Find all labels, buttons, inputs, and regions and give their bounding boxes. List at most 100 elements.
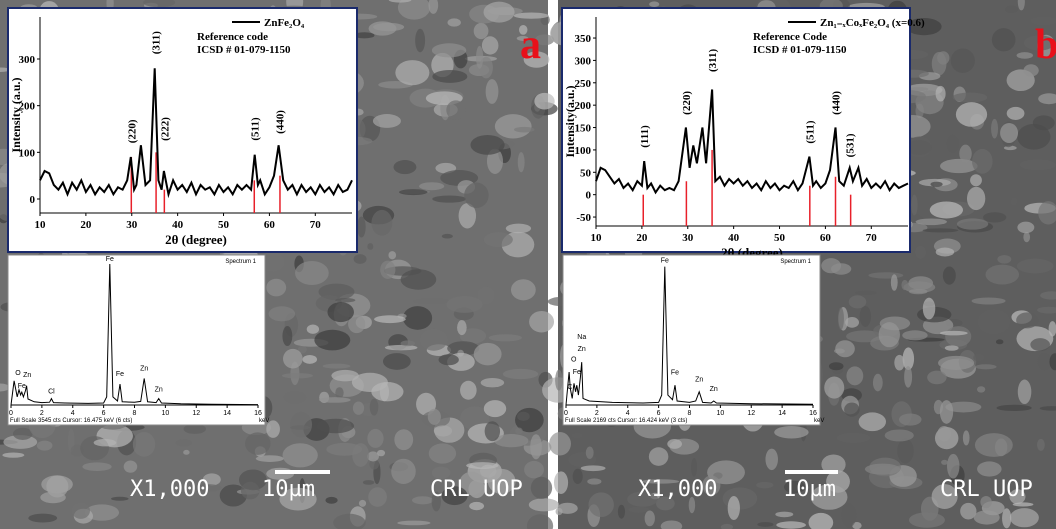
sem-grain xyxy=(931,51,947,76)
sem-grain xyxy=(470,134,505,155)
sem-grain xyxy=(970,174,982,187)
sem-grain xyxy=(977,309,1011,335)
sem-grain xyxy=(358,499,367,507)
sem-grain xyxy=(460,380,477,400)
peak-label: Cl xyxy=(48,389,55,396)
peak-label: Zn xyxy=(710,386,718,393)
sem-grain xyxy=(419,182,445,191)
sem-grain xyxy=(302,354,318,364)
sem-grain xyxy=(572,468,583,484)
sem-grain xyxy=(971,297,1006,305)
sem-grain xyxy=(1049,353,1056,371)
sem-grain xyxy=(282,443,318,468)
sem-grain xyxy=(1040,291,1056,300)
sem-grain xyxy=(776,521,806,529)
sem-grain xyxy=(530,476,553,499)
sem-grain xyxy=(428,443,457,464)
sem-grain xyxy=(372,114,401,128)
sem-grain xyxy=(523,51,550,68)
y-tick-label: 0 xyxy=(586,190,592,202)
peak-label: Fe xyxy=(671,370,679,377)
sem-grain xyxy=(481,36,499,55)
inset-frame xyxy=(7,254,266,426)
sem-grain xyxy=(306,324,320,334)
sem-grain xyxy=(1016,52,1034,59)
peak-label: (220) xyxy=(126,119,138,143)
sem-grain xyxy=(459,328,487,344)
x-tick-label: 40 xyxy=(172,219,184,231)
legend-label: Zn₁₋ₓCoₓFe₂O₄ (x=0.6) xyxy=(820,17,925,29)
x-tick-label: 16 xyxy=(254,410,262,417)
reference-note: ICSD # 01-079-1150 xyxy=(753,44,847,56)
sem-grain xyxy=(183,423,207,434)
sem-grain xyxy=(530,434,542,460)
sem-grain xyxy=(526,514,554,529)
sem-grain xyxy=(143,0,176,8)
sem-grain xyxy=(353,32,375,39)
data-line xyxy=(595,89,909,195)
sem-grain xyxy=(260,251,285,272)
sem-grain xyxy=(371,381,404,402)
sem-grain xyxy=(1016,258,1054,274)
sem-grain xyxy=(368,487,387,507)
sem-grain xyxy=(844,402,860,417)
sem-grain xyxy=(485,79,499,104)
panel-label: b xyxy=(1035,22,1056,68)
peak-label: Zn xyxy=(140,365,148,372)
peak-label: Zn xyxy=(23,372,31,379)
x-tick-label: 10 xyxy=(161,410,169,417)
sem-grain xyxy=(976,386,986,393)
sem-grain xyxy=(908,288,928,295)
sem-grain xyxy=(175,439,193,447)
sem-grain xyxy=(585,446,594,459)
sem-grain xyxy=(464,182,489,209)
sem-grain xyxy=(821,454,846,475)
sem-grain xyxy=(283,391,307,404)
sem-grain xyxy=(902,347,915,371)
sem-grain xyxy=(947,453,960,479)
sem-grain xyxy=(868,272,904,279)
x-tick-label: 50 xyxy=(218,219,230,231)
sem-grain xyxy=(1038,201,1056,225)
scale-label: 10µm xyxy=(783,477,836,502)
sem-grain xyxy=(939,400,954,424)
sem-grain xyxy=(459,471,485,496)
x-tick-label: 10 xyxy=(591,232,603,244)
magnification: X1,000 xyxy=(638,477,717,502)
scale-label: 10µm xyxy=(262,477,315,502)
sem-grain xyxy=(858,412,886,432)
sem-grain xyxy=(1005,5,1019,14)
y-tick-label: 200 xyxy=(575,100,592,112)
inset-frame xyxy=(7,7,358,253)
sem-grain xyxy=(1023,231,1031,243)
sem-grain xyxy=(1023,64,1039,77)
inset-frame xyxy=(561,7,911,253)
peak-label: (440) xyxy=(275,110,287,134)
sem-grain xyxy=(516,35,529,41)
y-tick-label: 250 xyxy=(575,78,592,90)
sem-grain xyxy=(0,383,10,392)
sem-grain xyxy=(648,447,669,466)
sem-grain xyxy=(412,496,434,505)
sem-grain xyxy=(980,495,992,509)
sem-grain xyxy=(431,43,467,58)
data-line xyxy=(565,266,814,406)
sem-grain xyxy=(808,512,834,529)
data-line xyxy=(39,68,353,199)
sem-grain xyxy=(1038,93,1056,105)
sem-grain xyxy=(952,92,988,103)
sem-grain xyxy=(466,462,499,470)
sem-grain xyxy=(515,427,523,435)
sem-grain xyxy=(529,310,555,333)
sem-grain xyxy=(1002,508,1012,529)
sem-grain xyxy=(458,203,477,229)
sem-grain xyxy=(505,223,532,234)
sem-grain xyxy=(1017,221,1035,234)
sem-grain xyxy=(362,480,375,485)
sem-grain xyxy=(667,439,682,449)
sem-grain xyxy=(1030,16,1056,26)
sem-grain xyxy=(393,160,417,175)
sem-grain xyxy=(894,354,905,371)
sem-grain xyxy=(380,260,396,279)
